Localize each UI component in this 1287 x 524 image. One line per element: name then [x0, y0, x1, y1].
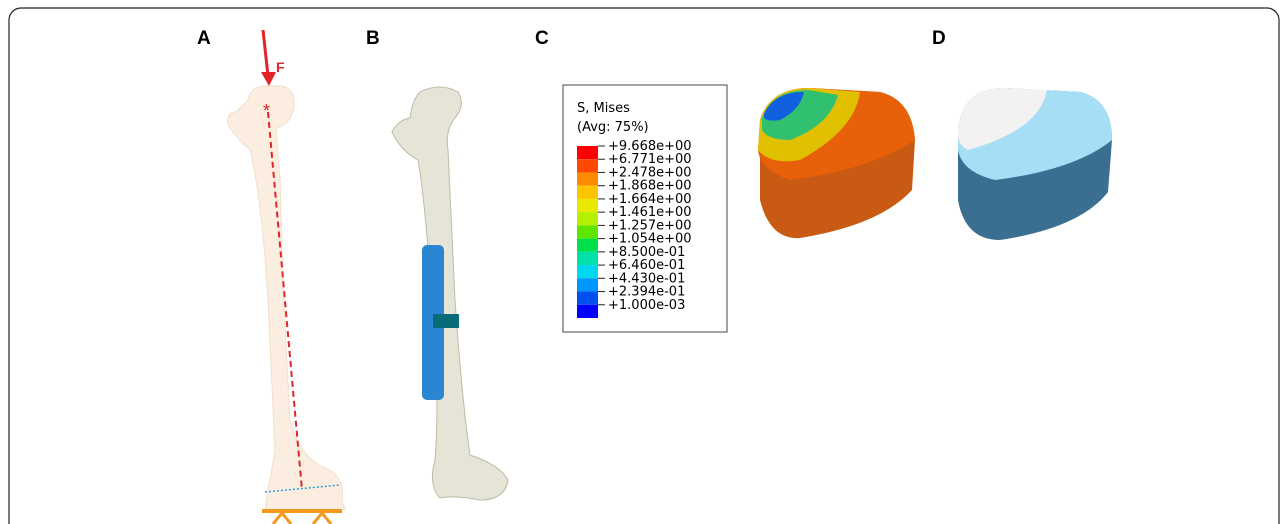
legend-swatch — [577, 278, 598, 291]
force-label: F — [276, 59, 285, 75]
legend-swatch — [577, 146, 598, 159]
figure: A B C D F * S, Mises (Avg: 75%) +9.668e+… — [0, 0, 1287, 524]
legend-swatch — [577, 172, 598, 185]
legend-swatch — [577, 186, 598, 199]
legend-swatch — [577, 265, 598, 278]
legend-label: +1.000e-03 — [608, 298, 685, 313]
panel-label: A — [197, 28, 211, 49]
legend-swatch — [577, 305, 598, 318]
legend-subtitle: (Avg: 75%) — [577, 120, 649, 135]
panel-label: D — [932, 28, 946, 49]
legend-title: S, Mises — [577, 101, 630, 116]
legend-swatch — [577, 212, 598, 225]
panel-label: C — [535, 28, 549, 49]
asterisk: * — [263, 101, 270, 121]
legend-swatch — [577, 292, 598, 305]
legend-swatch — [577, 225, 598, 238]
legend-swatch — [577, 239, 598, 252]
panel-label: B — [366, 28, 380, 49]
legend-swatch — [577, 252, 598, 265]
legend: S, Mises (Avg: 75%) +9.668e+00+6.771e+00… — [563, 85, 727, 332]
legend-swatch — [577, 199, 598, 212]
legend-swatch — [577, 159, 598, 172]
